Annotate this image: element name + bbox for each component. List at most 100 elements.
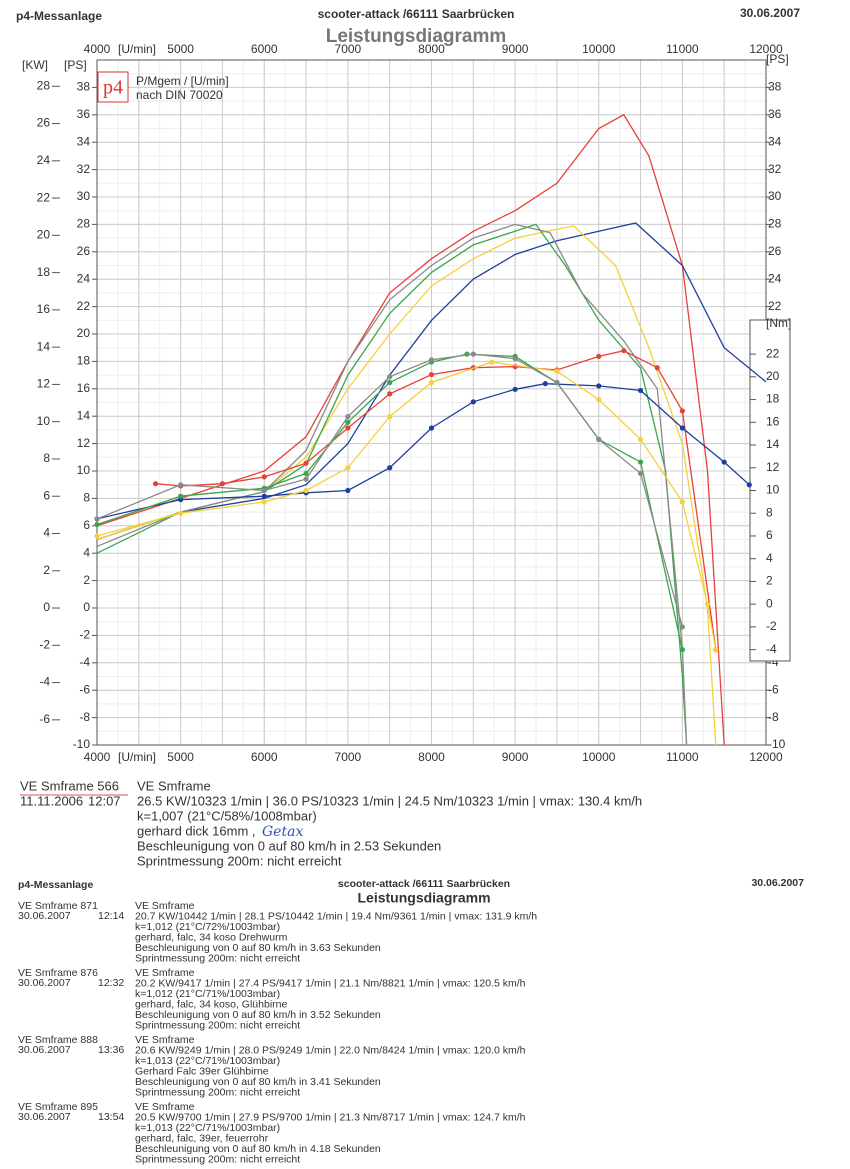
torque-point	[152, 481, 159, 487]
record-line: Sprintmessung 200m: nicht erreicht	[135, 1086, 300, 1098]
torque-point	[428, 379, 435, 386]
header-center: scooter-attack /66111 Saarbrücken	[338, 878, 510, 890]
torque-point	[637, 436, 644, 442]
record-time: 12:32	[98, 977, 124, 989]
handwritten-note: Getax	[262, 824, 303, 840]
legend-line: P/Mgem / [U/min]	[136, 74, 229, 88]
y-tick-label: 34	[77, 134, 91, 148]
kw-tick-label: 14	[37, 339, 51, 353]
kw-tick-label: 2	[43, 563, 50, 577]
torque-point	[704, 601, 711, 607]
kw-tick-label: -2	[39, 637, 50, 651]
torque-point	[428, 371, 435, 378]
y-tick-label: 8	[83, 491, 90, 505]
y-tick-label: 36	[768, 107, 782, 121]
nm-tick-label: 8	[766, 505, 773, 519]
record-line: Beschleunigung von 0 auf 80 km/h in 2.53…	[137, 838, 441, 853]
torque-point	[178, 482, 184, 488]
x-axis-label: [U/min]	[118, 42, 156, 56]
y-tick-label: 2	[83, 573, 90, 587]
kw-tick-label: 18	[37, 265, 51, 279]
nm-tick-label: 12	[766, 460, 780, 474]
y-tick-label: 10	[77, 463, 91, 477]
x-tick-label: 10000	[582, 750, 616, 764]
y-tick-label: 38	[77, 80, 91, 94]
nm-tick-label: -4	[766, 642, 777, 656]
kw-tick-label: 16	[37, 302, 51, 316]
torque-point	[345, 414, 351, 420]
kw-tick-label: 6	[43, 488, 50, 502]
torque-point	[345, 425, 351, 431]
kw-tick-label: 4	[43, 526, 50, 540]
y-tick-label: -6	[79, 682, 90, 696]
x-tick-label: 9000	[502, 750, 529, 764]
y-tick-label: 12	[77, 436, 91, 450]
record-id: VE Smframe 876	[18, 967, 98, 979]
x-tick-label: 4000	[84, 750, 111, 764]
x-axis-label: [U/min]	[118, 750, 156, 764]
record-line: VE Smframe	[135, 1101, 195, 1113]
torque-point	[428, 357, 435, 363]
y-tick-label: -10	[768, 737, 786, 751]
torque-point	[596, 436, 602, 442]
torque-point	[554, 368, 560, 374]
nm-tick-label: -2	[766, 619, 777, 633]
torque-point	[721, 459, 727, 465]
kw-tick-label: -4	[39, 675, 50, 689]
torque-point	[345, 465, 351, 471]
torque-point	[303, 470, 309, 477]
y-tick-label: 26	[768, 244, 782, 258]
kw-tick-label: 24	[37, 153, 51, 167]
torque-point	[679, 624, 685, 630]
torque-point	[387, 391, 393, 397]
record-line: gerhard dick 16mm ,	[137, 823, 256, 838]
torque-point	[596, 396, 602, 403]
record-line: gerhard, falc, 39er, feuerrohr	[135, 1132, 269, 1144]
torque-point	[387, 374, 393, 380]
torque-point	[470, 351, 476, 357]
y-tick-label: -6	[768, 682, 779, 696]
torque-line	[97, 361, 717, 650]
torque-point	[488, 359, 495, 365]
nm-tick-label: 10	[766, 483, 780, 497]
nm-tick-label: 18	[766, 392, 780, 406]
record-line: VE Smframe	[135, 900, 195, 912]
record-line: VE Smframe	[135, 967, 195, 979]
logo: p4	[103, 77, 123, 99]
nm-tick-label: 20	[766, 369, 780, 383]
record-line: Gerhard Falc 39er Glühbirne	[135, 1065, 269, 1077]
y-axis-label-right: [PS]	[766, 52, 789, 66]
nm-tick-label: 6	[766, 528, 773, 542]
legend-line: nach DIN 70020	[136, 88, 223, 102]
torque-point	[470, 399, 476, 405]
torque-point	[637, 459, 644, 465]
x-tick-label: 12000	[749, 42, 783, 56]
y-tick-label: -8	[79, 710, 90, 724]
record-id: VE Smframe 566	[20, 778, 119, 793]
torque-point	[261, 493, 267, 499]
record-line: k=1,013 (22°C/71%/1003mbar)	[135, 1055, 280, 1067]
torque-point	[178, 510, 184, 516]
record-date: 30.06.2007	[18, 910, 71, 922]
record-line: k=1,012 (21°C/71%/1003mbar)	[135, 988, 280, 1000]
y-tick-label: 30	[768, 189, 782, 203]
record-line: 20.2 KW/9417 1/min | 27.4 PS/9417 1/min …	[135, 977, 526, 989]
y-tick-label: 24	[77, 271, 91, 285]
header-center: scooter-attack /66111 Saarbrücken	[318, 7, 515, 21]
torque-point	[303, 460, 309, 466]
kw-tick-label: 0	[43, 600, 50, 614]
kw-tick-label: 8	[43, 451, 50, 465]
torque-point	[679, 408, 685, 414]
torque-point	[303, 487, 309, 494]
y-tick-label: 32	[77, 162, 91, 176]
y-tick-label: 36	[77, 107, 91, 121]
torque-point	[596, 383, 602, 389]
y-tick-label: 0	[83, 600, 90, 614]
record-date: 30.06.2007	[18, 977, 71, 989]
record-time: 12:07	[88, 793, 121, 808]
torque-point	[387, 414, 393, 420]
y-tick-label: 6	[83, 518, 90, 532]
nm-tick-label: 4	[766, 551, 773, 565]
